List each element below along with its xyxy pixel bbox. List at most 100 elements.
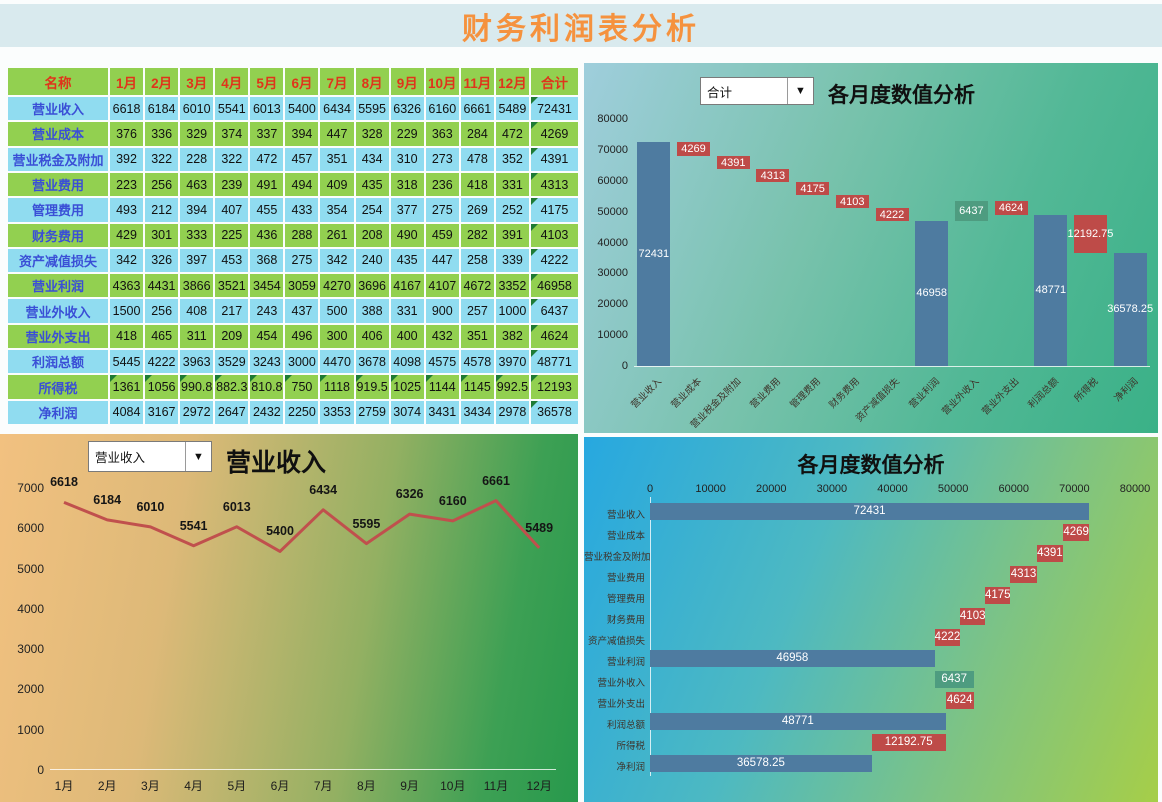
table-cell[interactable]: 6010 <box>180 97 214 121</box>
table-cell[interactable]: 376 <box>110 122 144 146</box>
table-cell[interactable]: 6661 <box>460 97 494 121</box>
table-cell[interactable]: 2978 <box>495 400 529 424</box>
column-header[interactable]: 12月 <box>495 68 529 95</box>
table-cell[interactable]: 1000 <box>495 299 529 323</box>
table-cell[interactable]: 3059 <box>285 274 319 298</box>
table-cell[interactable]: 3963 <box>180 350 214 374</box>
table-cell[interactable]: 4431 <box>145 274 179 298</box>
table-cell[interactable]: 4107 <box>425 274 459 298</box>
table-cell[interactable]: 4175 <box>530 198 578 222</box>
column-header[interactable]: 4月 <box>215 68 249 95</box>
table-cell[interactable]: 3243 <box>250 350 284 374</box>
table-cell[interactable]: 3000 <box>285 350 319 374</box>
table-cell[interactable]: 6013 <box>250 97 284 121</box>
metric-dropdown[interactable]: 营业收入 ▼ <box>88 441 212 472</box>
table-cell[interactable]: 478 <box>460 147 494 171</box>
table-cell[interactable]: 436 <box>250 223 284 247</box>
table-cell[interactable]: 919.5 <box>355 375 389 399</box>
table-cell[interactable]: 352 <box>495 147 529 171</box>
table-cell[interactable]: 36578 <box>530 400 578 424</box>
table-cell[interactable]: 351 <box>460 324 494 349</box>
table-cell[interactable]: 4098 <box>390 350 424 374</box>
table-cell[interactable]: 243 <box>250 299 284 323</box>
row-label[interactable]: 资产减值损失 <box>8 248 108 273</box>
table-cell[interactable]: 3434 <box>460 400 494 424</box>
table-cell[interactable]: 354 <box>320 198 354 222</box>
table-cell[interactable]: 435 <box>390 248 424 273</box>
table-cell[interactable]: 282 <box>460 223 494 247</box>
row-label[interactable]: 营业成本 <box>8 122 108 146</box>
row-label[interactable]: 财务费用 <box>8 223 108 247</box>
table-cell[interactable]: 1144 <box>425 375 459 399</box>
column-header[interactable]: 名称 <box>8 68 108 95</box>
metric-dropdown-value[interactable]: 营业收入 <box>95 451 146 465</box>
table-cell[interactable]: 457 <box>285 147 319 171</box>
table-cell[interactable]: 432 <box>425 324 459 349</box>
table-cell[interactable]: 374 <box>215 122 249 146</box>
table-cell[interactable]: 4103 <box>530 223 578 247</box>
table-cell[interactable]: 3352 <box>495 274 529 298</box>
row-label[interactable]: 所得税 <box>8 375 108 399</box>
table-cell[interactable]: 4222 <box>145 350 179 374</box>
table-cell[interactable]: 4578 <box>460 350 494 374</box>
table-cell[interactable]: 46958 <box>530 274 578 298</box>
table-cell[interactable]: 3970 <box>495 350 529 374</box>
table-cell[interactable]: 311 <box>180 324 214 349</box>
column-header[interactable]: 合计 <box>530 68 578 95</box>
row-label[interactable]: 营业税金及附加 <box>8 147 108 171</box>
table-cell[interactable]: 240 <box>355 248 389 273</box>
table-cell[interactable]: 437 <box>285 299 319 323</box>
table-cell[interactable]: 322 <box>145 147 179 171</box>
table-cell[interactable]: 4313 <box>530 172 578 197</box>
table-cell[interactable]: 391 <box>495 223 529 247</box>
table-cell[interactable]: 472 <box>495 122 529 146</box>
table-cell[interactable]: 1025 <box>390 375 424 399</box>
table-cell[interactable]: 254 <box>355 198 389 222</box>
table-cell[interactable]: 273 <box>425 147 459 171</box>
table-cell[interactable]: 6437 <box>530 299 578 323</box>
table-cell[interactable]: 368 <box>250 248 284 273</box>
table-cell[interactable]: 12193 <box>530 375 578 399</box>
table-cell[interactable]: 397 <box>180 248 214 273</box>
table-cell[interactable]: 342 <box>110 248 144 273</box>
row-label[interactable]: 利润总额 <box>8 350 108 374</box>
table-cell[interactable]: 3866 <box>180 274 214 298</box>
table-cell[interactable]: 333 <box>180 223 214 247</box>
table-cell[interactable]: 900 <box>425 299 459 323</box>
table-cell[interactable]: 337 <box>250 122 284 146</box>
table-cell[interactable]: 429 <box>110 223 144 247</box>
table-cell[interactable]: 496 <box>285 324 319 349</box>
table-cell[interactable]: 992.5 <box>495 375 529 399</box>
table-cell[interactable]: 459 <box>425 223 459 247</box>
table-cell[interactable]: 447 <box>320 122 354 146</box>
table-cell[interactable]: 257 <box>460 299 494 323</box>
table-cell[interactable]: 318 <box>390 172 424 197</box>
row-label[interactable]: 营业收入 <box>8 97 108 121</box>
table-cell[interactable]: 455 <box>250 198 284 222</box>
row-label[interactable]: 营业外支出 <box>8 324 108 349</box>
table-cell[interactable]: 269 <box>460 198 494 222</box>
table-cell[interactable]: 6326 <box>390 97 424 121</box>
table-cell[interactable]: 463 <box>180 172 214 197</box>
table-cell[interactable]: 990.8 <box>180 375 214 399</box>
table-cell[interactable]: 4084 <box>110 400 144 424</box>
table-cell[interactable]: 4575 <box>425 350 459 374</box>
table-cell[interactable]: 408 <box>180 299 214 323</box>
table-cell[interactable]: 329 <box>180 122 214 146</box>
table-cell[interactable]: 225 <box>215 223 249 247</box>
column-header[interactable]: 9月 <box>390 68 424 95</box>
table-cell[interactable]: 236 <box>425 172 459 197</box>
table-cell[interactable]: 1145 <box>460 375 494 399</box>
column-header[interactable]: 10月 <box>425 68 459 95</box>
table-cell[interactable]: 472 <box>250 147 284 171</box>
table-cell[interactable]: 1056 <box>145 375 179 399</box>
table-cell[interactable]: 223 <box>110 172 144 197</box>
table-cell[interactable]: 326 <box>145 248 179 273</box>
table-cell[interactable]: 394 <box>285 122 319 146</box>
table-cell[interactable]: 252 <box>495 198 529 222</box>
table-cell[interactable]: 406 <box>355 324 389 349</box>
table-cell[interactable]: 3454 <box>250 274 284 298</box>
table-cell[interactable]: 209 <box>215 324 249 349</box>
table-cell[interactable]: 392 <box>110 147 144 171</box>
table-cell[interactable]: 4270 <box>320 274 354 298</box>
